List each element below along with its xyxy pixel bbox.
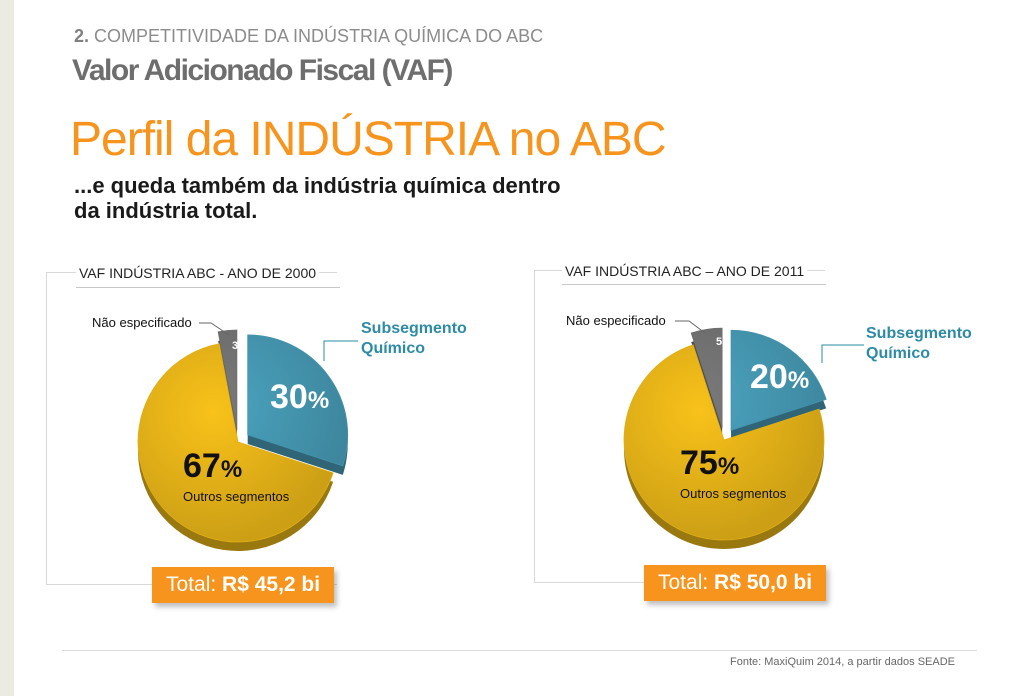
label-subsegmento-line1-2000: Subsegmento [361, 320, 467, 337]
pct-outros-sym-2011: % [717, 453, 740, 480]
source-note: Fonte: MaxiQuim 2014, a partir dados SEA… [730, 656, 955, 668]
total-box-2011: Total: R$ 50,0 bi [644, 565, 827, 601]
leader-line-quimico-2000 [323, 340, 358, 361]
leader-line-quimico-2011 [821, 344, 864, 363]
pct-quimico-num-2000: 30 [270, 378, 308, 416]
panel-title-underline-2011 [562, 284, 826, 285]
pie-slice-1-1 [623, 344, 825, 541]
subtitle-line-1: ...e queda também da indústria química d… [74, 173, 561, 198]
chart-title-2011: VAF INDÚSTRIA ABC – ANO DE 2011 [562, 263, 808, 279]
label-subsegmento-line2-2011: Químico [866, 345, 931, 362]
total-value-2011: R$ 50,0 bi [714, 571, 813, 594]
chart-title-2000: VAF INDÚSTRIA ABC - ANO DE 2000 [76, 265, 320, 281]
pie-slice-0-1 [137, 343, 334, 543]
pie-chart-2000 [137, 329, 349, 551]
label-nao-especificado-2011: Não especificado [566, 313, 666, 328]
pct-nao-2000: 3 [232, 340, 239, 352]
left-decorative-bar [0, 0, 14, 696]
pct-outros-num-2011: 75 [680, 444, 718, 482]
leader-line-nao-2011 [675, 320, 706, 334]
vaf-title: Valor Adicionado Fiscal (VAF) [72, 54, 453, 87]
pct-quimico-2000: 30% [270, 378, 329, 417]
subtitle-line-2: da indústria total. [74, 198, 258, 223]
panel-title-underline-2000 [76, 287, 340, 288]
main-title: Perfil da INDÚSTRIA no ABC [70, 113, 667, 166]
pct-outros-sym-2000: % [220, 456, 243, 483]
pct-quimico-sym-2000: % [307, 387, 330, 414]
pct-outros-2011: 75% [680, 444, 739, 483]
section-heading: 2. COMPETITIVIDADE DA INDÚSTRIA QUÍMICA … [74, 26, 543, 47]
pie-slice-0-0 [247, 334, 349, 467]
label-subsegmento-quimico-2000: Subsegmento Químico [361, 319, 467, 359]
section-title: COMPETITIVIDADE DA INDÚSTRIA QUÍMICA DO … [94, 26, 544, 46]
footer-divider [62, 650, 977, 651]
label-subsegmento-line2-2000: Químico [361, 340, 426, 357]
total-box-2000: Total: R$ 45,2 bi [152, 567, 335, 603]
pct-quimico-sym-2011: % [787, 367, 810, 394]
pie-slice-1-0 [730, 329, 827, 431]
label-subsegmento-line1-2011: Subsegmento [866, 325, 972, 342]
total-prefix-2011: Total: [658, 571, 709, 594]
pie-slice-1-2 [690, 327, 723, 429]
total-prefix-2000: Total: [166, 573, 217, 596]
pct-outros-2000: 67% [183, 447, 242, 486]
label-nao-especificado-2000: Não especificado [92, 315, 192, 330]
label-outros-segmentos-2011: Outros segmentos [680, 486, 787, 501]
pie-slice-0-2 [217, 329, 238, 431]
label-outros-segmentos-2000: Outros segmentos [183, 489, 290, 504]
subtitle: ...e queda também da indústria química d… [74, 173, 694, 223]
total-value-2000: R$ 45,2 bi [222, 573, 321, 596]
pct-quimico-2011: 20% [750, 358, 809, 397]
pie-chart-2011 [623, 327, 827, 549]
pct-nao-2011: 5 [716, 336, 723, 348]
label-subsegmento-quimico-2011: Subsegmento Químico [866, 324, 972, 364]
section-number: 2. [74, 26, 90, 46]
pct-outros-num-2000: 67 [183, 447, 221, 485]
pct-quimico-num-2011: 20 [750, 358, 788, 396]
leader-line-nao-2000 [199, 322, 230, 336]
